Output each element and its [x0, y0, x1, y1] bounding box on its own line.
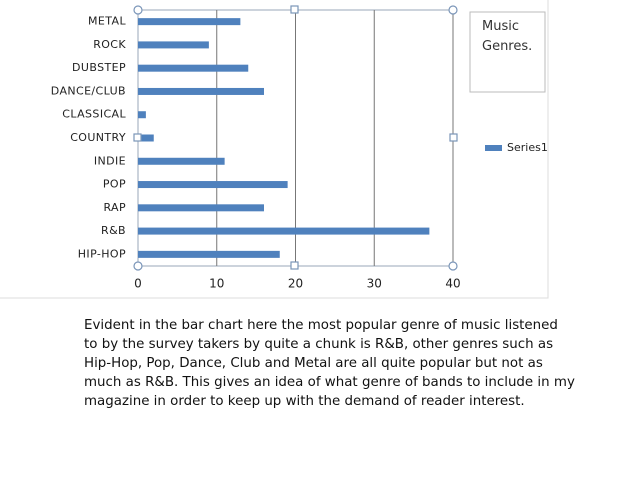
bar [138, 64, 249, 72]
caption-line: much as R&B. This gives an idea of what … [84, 375, 575, 390]
selection-handles [133, 5, 458, 271]
handle [133, 5, 143, 15]
bar [138, 87, 264, 95]
y-tick-label: CLASSICAL [62, 108, 126, 121]
handle [290, 5, 299, 14]
handle [133, 261, 143, 271]
handle [449, 133, 458, 142]
y-tick-label: RAP [103, 201, 126, 214]
caption-line: magazine in order to keep up with the de… [84, 394, 525, 409]
bar [138, 204, 264, 212]
bar [138, 157, 225, 165]
y-tick-label: COUNTRY [70, 131, 126, 144]
handle [290, 261, 299, 270]
caption: Evident in the bar chart here the most p… [84, 316, 575, 411]
x-tick-label: 20 [288, 277, 303, 291]
y-tick-label: INDIE [94, 154, 126, 167]
x-tick-label: 40 [445, 277, 460, 291]
chart-title: Music Genres. [482, 19, 533, 54]
caption-line: to by the survey takers by quite a chunk… [84, 337, 554, 352]
bar [138, 134, 154, 142]
caption-line: Evident in the bar chart here the most p… [84, 318, 558, 333]
handle [448, 5, 458, 15]
caption-line: Hip-Hop, Pop, Dance, Club and Metal are … [84, 356, 543, 371]
bar [138, 227, 430, 235]
bar [138, 41, 209, 49]
x-tick-label: 30 [367, 277, 382, 291]
x-tick-label: 10 [209, 277, 224, 291]
legend-label: Series1 [507, 141, 548, 154]
bar [138, 18, 241, 26]
bar [138, 181, 288, 189]
y-tick-label: DUBSTEP [72, 61, 126, 74]
legend-swatch [485, 145, 502, 151]
bar [138, 250, 280, 258]
x-tick-label: 0 [134, 277, 142, 291]
y-tick-label: POP [103, 178, 126, 191]
handle [448, 261, 458, 271]
y-tick-label: ROCK [93, 38, 126, 51]
y-tick-label: DANCE/CLUB [51, 84, 126, 97]
y-tick-label: METAL [88, 15, 126, 28]
handle [133, 133, 142, 142]
y-tick-label: R&B [101, 224, 126, 237]
chart-frame [0, 0, 549, 299]
y-tick-label: HIP-HOP [78, 247, 126, 260]
bar [138, 111, 146, 119]
title-box [469, 11, 546, 93]
